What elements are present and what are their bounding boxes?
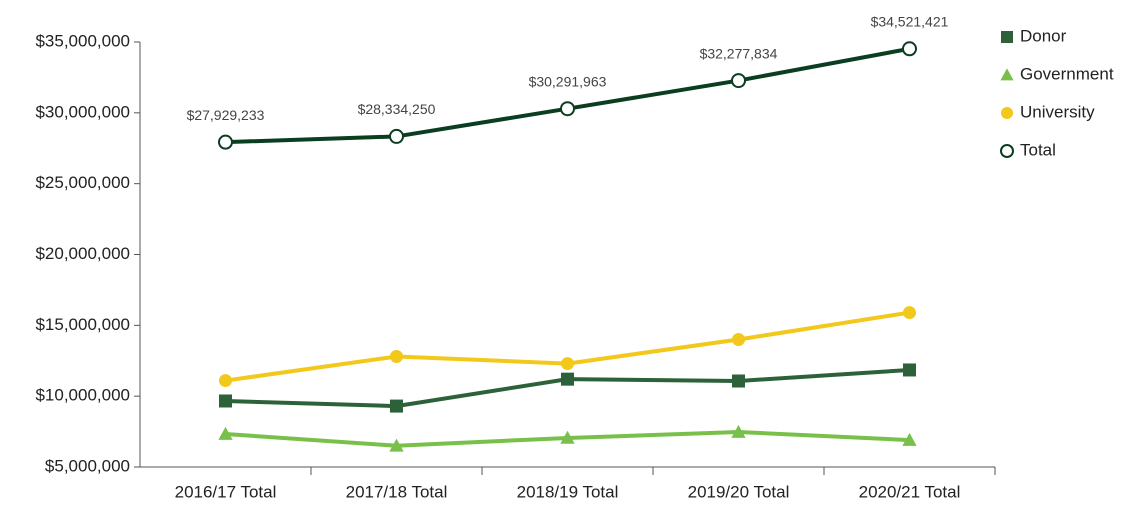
y-tick-label: $25,000,000 <box>35 173 130 192</box>
legend-label: Total <box>1020 140 1056 159</box>
legend-label: University <box>1020 102 1095 121</box>
data-point <box>219 374 232 388</box>
data-point <box>903 363 916 377</box>
data-label: $28,334,250 <box>358 101 436 117</box>
y-tick-label: $20,000,000 <box>35 244 130 263</box>
x-tick-label: 2016/17 Total <box>175 482 277 501</box>
y-tick-label: $5,000,000 <box>45 456 130 475</box>
data-point <box>390 350 403 363</box>
data-point <box>218 426 233 440</box>
x-tick-label: 2018/19 Total <box>517 482 619 501</box>
data-point <box>731 424 746 438</box>
x-tick-label: 2019/20 Total <box>688 482 790 501</box>
legend-label: Government <box>1020 64 1114 83</box>
data-label: $30,291,963 <box>529 73 607 89</box>
data-point <box>561 372 574 386</box>
y-tick-label: $35,000,000 <box>35 31 130 50</box>
data-point <box>390 399 403 413</box>
data-point <box>389 438 404 452</box>
data-point <box>561 357 574 371</box>
data-point <box>218 134 233 150</box>
data-point <box>560 430 575 444</box>
data-point <box>560 101 575 117</box>
data-point <box>902 432 917 446</box>
series-line <box>225 310 910 383</box>
legend-marker <box>1000 144 1014 158</box>
data-point <box>732 374 745 388</box>
x-tick-label: 2017/18 Total <box>346 482 448 501</box>
y-tick-label: $30,000,000 <box>35 102 130 121</box>
data-label: $34,521,421 <box>871 13 949 29</box>
data-label: $27,929,233 <box>187 107 265 123</box>
x-tick-label: 2020/21 Total <box>859 482 961 501</box>
y-tick-label: $15,000,000 <box>35 315 130 334</box>
data-point <box>903 306 916 320</box>
legend-marker <box>1001 107 1013 119</box>
data-label: $32,277,834 <box>700 45 778 61</box>
y-tick-label: $10,000,000 <box>35 386 130 405</box>
series-line <box>225 46 910 145</box>
data-point <box>389 128 404 144</box>
data-point <box>731 73 746 89</box>
legend-marker <box>1001 31 1013 43</box>
data-point <box>219 394 232 408</box>
data-point <box>732 333 745 346</box>
legend-marker <box>1000 68 1014 81</box>
data-point <box>902 41 917 57</box>
legend-label: Donor <box>1020 26 1067 45</box>
